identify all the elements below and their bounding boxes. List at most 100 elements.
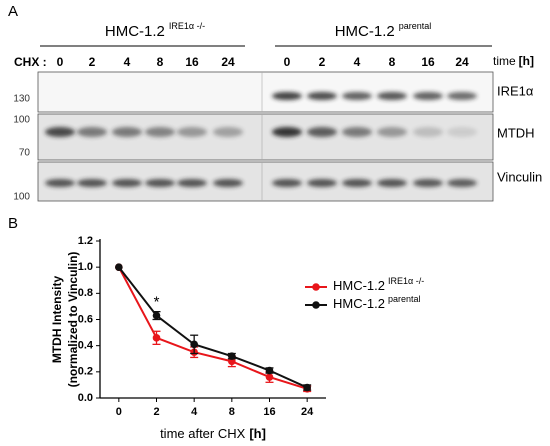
blot-band — [112, 127, 142, 137]
data-point — [115, 263, 123, 271]
y-axis-label-line: MTDH Intensity — [50, 276, 64, 364]
blot-band — [77, 127, 107, 137]
blot-band — [272, 92, 302, 100]
time-label: time [h] — [493, 54, 534, 68]
blot-band — [413, 92, 443, 100]
data-point — [228, 357, 236, 366]
legend-name: HMC-1.2 — [333, 278, 385, 293]
y-tick-label: 1.0 — [78, 261, 93, 273]
timepoint-label: 8 — [157, 55, 164, 69]
blot-band — [112, 179, 142, 187]
x-tick-label: 2 — [153, 406, 159, 418]
timepoint-label: 24 — [455, 55, 469, 69]
timepoint-label: 4 — [124, 55, 131, 69]
blot-band — [447, 179, 477, 187]
y-tick-label: 0.4 — [78, 340, 94, 352]
significance-annotation: * — [154, 294, 160, 311]
timepoint-label: 8 — [389, 55, 396, 69]
blot-band — [145, 179, 175, 187]
group-name: HMC-1.2 — [105, 23, 165, 40]
timepoint-label: 24 — [221, 55, 235, 69]
legend-marker — [312, 283, 320, 291]
blot-band — [77, 179, 107, 187]
data-point — [265, 366, 274, 375]
blot-band — [377, 127, 407, 137]
blot-band — [45, 127, 75, 137]
blot-band — [45, 179, 75, 187]
blot-band — [342, 127, 372, 137]
blot-band — [307, 92, 337, 100]
time-word: time — [493, 54, 516, 68]
group-label: HMC-1.2 IRE1α -/- — [105, 21, 205, 40]
timepoint-label: 4 — [354, 55, 361, 69]
data-point — [265, 373, 274, 381]
x-axis-label-unit: [h] — [249, 426, 266, 441]
y-tick-label: 0.6 — [78, 313, 93, 325]
timepoint-label: 2 — [319, 55, 326, 69]
x-tick-label: 16 — [263, 406, 275, 418]
blot-band — [447, 127, 477, 137]
data-point — [152, 334, 161, 342]
timepoint-label: 2 — [89, 55, 96, 69]
y-axis-label-line: (normalized to Vinculin) — [66, 252, 80, 388]
mw-marker: 100 — [13, 192, 30, 203]
timepoint-label: 0 — [57, 55, 64, 69]
time-unit: [h] — [519, 54, 534, 68]
blot-band — [177, 127, 207, 137]
blot-band — [307, 127, 337, 137]
timepoint-label: 16 — [185, 55, 199, 69]
legend-marker — [312, 301, 320, 309]
mw-marker: 130 — [13, 94, 30, 105]
blot-band — [342, 179, 372, 187]
legend-superscript: parental — [388, 294, 421, 304]
x-axis-label-text: time after CHX — [160, 426, 246, 441]
group-superscript: IRE1α -/- — [169, 21, 205, 31]
timepoint-label: 0 — [284, 55, 291, 69]
blot-band — [342, 92, 372, 100]
legend-label: HMC-1.2 IRE1α -/- — [333, 276, 424, 293]
data-point — [303, 383, 311, 392]
blot-strip — [37, 71, 494, 113]
y-tick-label: 0.0 — [78, 392, 93, 404]
blot-label: IRE1α — [497, 83, 534, 98]
panel-label: A — [8, 3, 18, 20]
blot-label: MTDH — [497, 125, 535, 140]
blot-strip — [37, 113, 494, 161]
data-point — [190, 340, 198, 349]
blot-band — [272, 179, 302, 187]
blot-band — [213, 179, 243, 187]
mw-marker: 70 — [19, 148, 31, 159]
blot-band — [447, 92, 477, 100]
group-name: HMC-1.2 — [335, 23, 395, 40]
blot-band — [213, 127, 243, 137]
y-axis-label: MTDH Intensity (normalized to Vinculin) — [50, 252, 80, 388]
blot-band — [177, 179, 207, 187]
blot-band — [377, 179, 407, 187]
timepoint-label: 16 — [421, 55, 435, 69]
blot-label: Vinculin — [497, 169, 542, 184]
y-tick-label: 1.2 — [78, 235, 93, 247]
blot-band — [272, 127, 302, 137]
x-tick-label: 4 — [191, 406, 198, 418]
treatment-label: CHX : — [14, 55, 47, 69]
blot-band — [377, 92, 407, 100]
x-tick-label: 24 — [301, 406, 314, 418]
x-tick-label: 8 — [229, 406, 235, 418]
blot-band — [307, 179, 337, 187]
x-axis-label: time after CHX [h] — [160, 426, 266, 441]
legend-label: HMC-1.2 parental — [333, 294, 421, 311]
blot-band — [145, 127, 175, 137]
blot-band — [413, 179, 443, 187]
data-point — [228, 352, 236, 360]
data-point — [152, 311, 161, 320]
legend-superscript: IRE1α -/- — [388, 276, 424, 286]
panel-label: B — [8, 215, 18, 232]
x-tick-label: 0 — [116, 406, 122, 418]
group-superscript: parental — [399, 21, 432, 31]
group-label: HMC-1.2 parental — [335, 21, 432, 40]
series-line — [118, 266, 308, 389]
y-tick-label: 0.2 — [78, 366, 93, 378]
